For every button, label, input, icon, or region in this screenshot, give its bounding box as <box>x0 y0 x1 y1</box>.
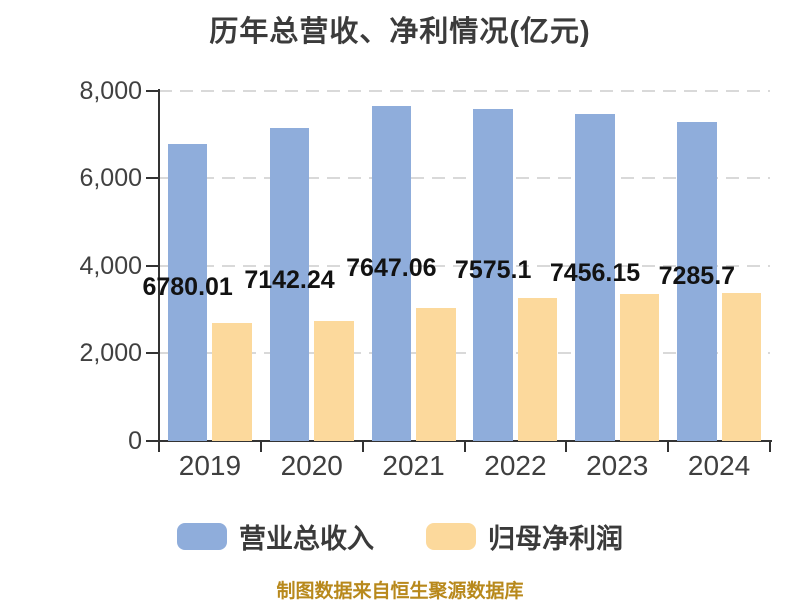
bar-profit-2020 <box>314 320 354 441</box>
bar-profit-2023 <box>619 294 660 441</box>
x-axis-label-2019: 2019 <box>178 450 242 481</box>
data-label-revenue-2023: 7456.15 <box>549 258 641 287</box>
profit-swatch-icon <box>426 523 476 550</box>
x-axis-tick <box>463 441 466 452</box>
bar-profit-2021 <box>416 307 456 441</box>
data-label-revenue-2020: 7142.24 <box>244 265 335 294</box>
x-axis-label-2022: 2022 <box>484 450 547 481</box>
x-axis-label-2021: 2021 <box>382 450 445 481</box>
bar-profit-2022 <box>517 298 558 441</box>
data-label-revenue-2019: 6780.01 <box>142 273 233 302</box>
legend-label-revenue: 营业总收入 <box>239 524 374 554</box>
bar-revenue-2021 <box>371 105 412 441</box>
gridline-2000 <box>159 352 770 355</box>
bar-revenue-2020 <box>269 128 310 441</box>
y-axis-tick <box>146 89 159 92</box>
bar-revenue-2023 <box>575 114 615 441</box>
legend-item-profit: 归母净利润 <box>426 517 623 556</box>
x-axis-tick <box>361 441 364 452</box>
bar-revenue-2024 <box>677 121 717 441</box>
y-axis-tick <box>146 177 159 180</box>
y-axis-label: 2,000 <box>79 339 142 368</box>
gridline-6000 <box>159 177 770 180</box>
gridline-4000 <box>159 264 770 267</box>
x-axis-tick <box>565 441 568 452</box>
revenue-swatch-icon <box>177 523 227 550</box>
bar-profit-2024 <box>721 293 762 441</box>
y-axis-label: 0 <box>128 427 142 455</box>
x-axis-tick <box>667 441 670 452</box>
bar-revenue-2022 <box>473 109 513 441</box>
bar-revenue-2019 <box>167 143 208 441</box>
x-axis-tick <box>158 441 160 452</box>
legend-label-profit: 归母净利润 <box>488 524 623 554</box>
chart-title: 历年总营收、净利情况(亿元) <box>209 16 591 48</box>
legend-item-revenue: 营业总收入 <box>177 517 374 556</box>
y-axis-label: 6,000 <box>79 164 142 193</box>
x-axis-tick <box>769 441 771 452</box>
y-axis-tick <box>146 264 159 267</box>
y-axis-tick <box>146 352 159 355</box>
x-axis-tick <box>259 441 262 452</box>
data-source-note: 制图数据来自恒生聚源数据库 <box>276 581 524 600</box>
y-axis-label: 4,000 <box>79 251 142 280</box>
y-axis-label: 8,000 <box>79 76 142 105</box>
data-label-revenue-2024: 7285.7 <box>658 262 736 291</box>
x-axis-label-2023: 2023 <box>586 450 649 481</box>
legend: 营业总收入 归母净利润 <box>0 517 800 556</box>
data-label-revenue-2021: 7647.06 <box>346 254 437 283</box>
y-axis-line <box>158 88 160 443</box>
gridline-8000 <box>159 89 770 92</box>
x-axis-label-2024: 2024 <box>687 450 751 481</box>
bar-profit-2019 <box>212 322 252 441</box>
y-axis-tick <box>146 440 159 442</box>
data-label-revenue-2022: 7575.1 <box>454 256 532 285</box>
x-axis-label-2020: 2020 <box>280 450 343 481</box>
